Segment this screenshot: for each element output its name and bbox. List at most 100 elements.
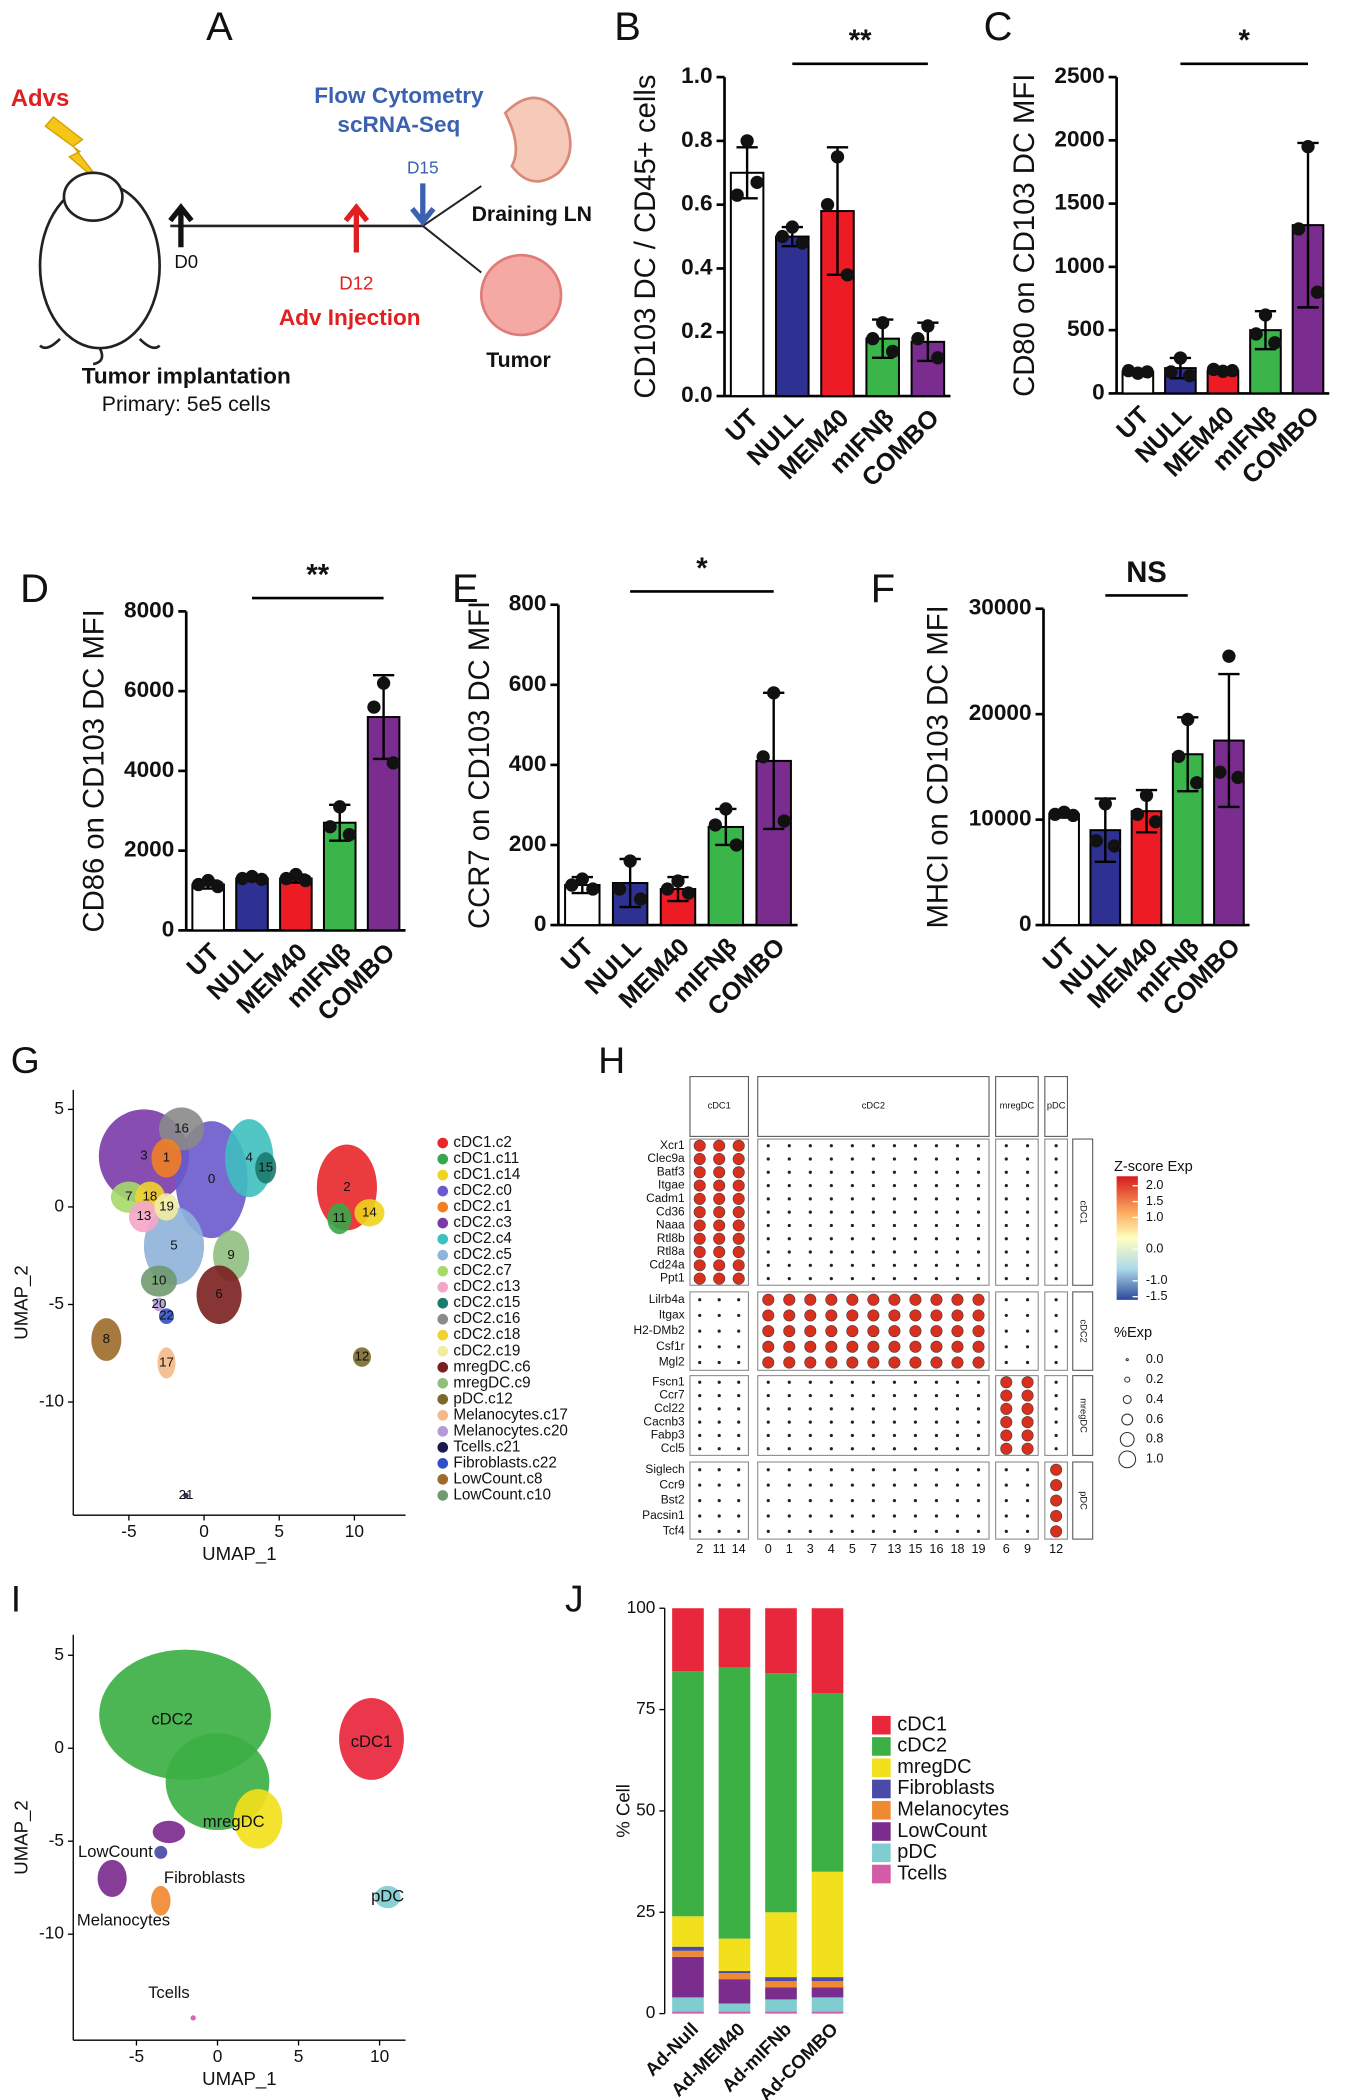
legend-label: cDC2.c3 [453,1214,512,1231]
cluster-number: 5 [170,1237,177,1252]
column-label: 2 [696,1542,703,1556]
dot [913,1277,918,1281]
dot [955,1420,960,1424]
cell-cluster [352,1347,371,1367]
dot [732,1219,745,1232]
dot [732,1139,745,1152]
dot [787,1420,791,1424]
y-tick-label: -10 [39,1923,64,1943]
dot [766,1237,770,1241]
legend-swatch [437,1409,449,1421]
y-tick-label: 5 [54,1644,64,1664]
dot [913,1407,918,1411]
dot [871,1529,875,1533]
data-point [719,802,733,816]
dot [713,1206,726,1219]
data-point [1148,815,1163,829]
dot [871,1514,875,1518]
panel-letter: J [565,1577,584,1619]
dot [976,1210,981,1214]
y-axis-label: CCR7 on CD103 DC MFI [464,601,496,929]
dot [871,1144,875,1148]
gene-label: Fabp3 [651,1428,685,1442]
y-tick-label: 0 [54,1195,64,1215]
dot [1000,1389,1013,1402]
dot [871,1183,875,1188]
dot [892,1407,896,1411]
data-point [785,220,799,234]
legend-label: cDC2.c13 [453,1278,520,1295]
dot [808,1447,812,1451]
dot [892,1447,896,1451]
bar [366,716,401,932]
dot [913,1483,918,1487]
dot [787,1250,791,1254]
legend-label: cDC1 [897,1713,947,1735]
bar-segment [672,1997,704,2012]
size-key [1125,1358,1129,1362]
legend-label: mregDC.c9 [453,1374,530,1391]
cell-cluster [157,1347,176,1379]
dot [829,1144,833,1148]
y-tick-label: 75 [636,1698,655,1718]
d12-label: D12 [339,272,373,293]
primary-label: Primary: 5e5 cells [102,392,271,416]
dot [976,1468,981,1472]
legend-swatch [872,1822,891,1841]
dot [913,1514,918,1518]
data-point [298,873,313,888]
data-point [1173,351,1188,365]
dot [871,1393,875,1398]
arrow-d0 [168,203,194,248]
dot [1004,1468,1008,1472]
dot [1021,1402,1034,1415]
column-label: 16 [929,1542,943,1556]
size-tick-label: 0.2 [1146,1372,1164,1386]
dot [892,1498,896,1503]
bar-segment [811,1977,844,1982]
y-tick-label: 0.2 [681,318,712,343]
dot [892,1183,896,1188]
dot [787,1529,791,1533]
dot [698,1329,702,1333]
bar-segment [765,1608,797,1674]
y-tick-label: -5 [49,1830,64,1850]
dot [829,1380,833,1384]
dot [846,1293,859,1306]
data-point [911,332,925,346]
dot [808,1170,812,1174]
dot [804,1325,817,1338]
legend-swatch [437,1137,449,1149]
legend-swatch [872,1737,891,1756]
legend-swatch [437,1458,449,1469]
dot [867,1309,880,1322]
legend-swatch [437,1426,449,1437]
implant-label: Tumor implantation [82,363,291,388]
x-tick-label: 5 [274,1521,284,1541]
gene-label: Cd36 [656,1204,685,1218]
column-label: 1 [786,1542,793,1556]
dot [766,1197,770,1201]
row-strip [1072,1138,1094,1286]
dot [1054,1420,1058,1424]
data-point [1139,788,1154,803]
dot [766,1277,770,1281]
arrow-d15 [410,183,436,227]
dot [787,1498,791,1503]
column-label: 3 [807,1542,814,1556]
dot [850,1223,854,1228]
legend-swatch [872,1758,891,1778]
size-tick-label: 0.6 [1146,1412,1164,1426]
x-tick-label: 10 [370,2046,389,2066]
column-label: 15 [908,1542,922,1556]
size-key [1122,1395,1132,1405]
dot [1054,1223,1058,1228]
cluster-number: 17 [159,1355,174,1370]
dot [732,1166,745,1179]
dot [717,1313,721,1318]
dot [951,1325,964,1338]
gene-label: Pacsin1 [642,1508,685,1522]
y-axis-label: CD103 DC / CD45+ cells [630,75,662,399]
dot [909,1309,922,1322]
dot [766,1157,770,1161]
